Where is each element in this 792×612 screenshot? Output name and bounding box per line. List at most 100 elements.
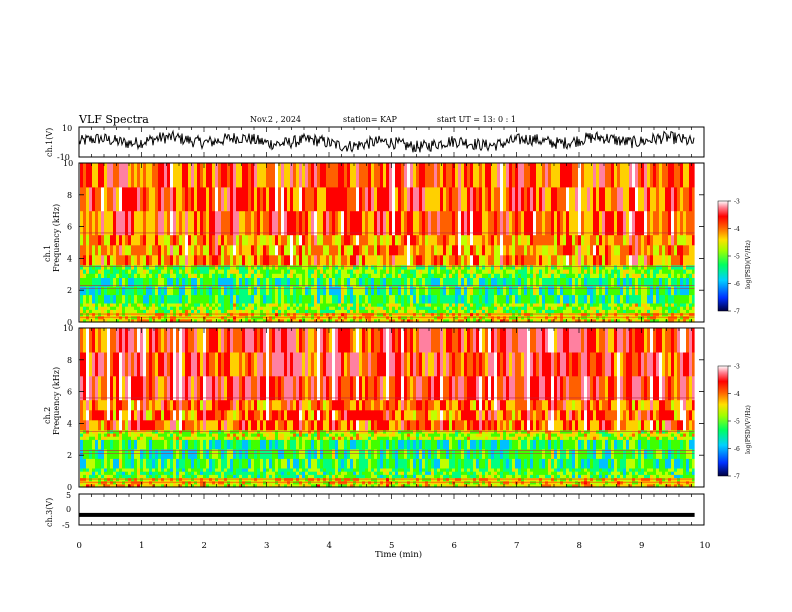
spectrogram-cell: [281, 458, 284, 469]
spectrogram-cell: [377, 302, 380, 307]
spectrogram-cell: [332, 210, 335, 236]
spectrogram-cell: [548, 318, 551, 323]
spectrogram-cell: [89, 318, 92, 323]
spectrogram-cell: [161, 244, 164, 256]
spectrogram-cell: [98, 399, 101, 411]
spectrogram-cell: [233, 399, 236, 411]
spectrogram-cell: [563, 163, 566, 188]
spectrogram-cell: [191, 419, 194, 431]
spectrogram-cell: [209, 163, 212, 188]
spectrogram-cell: [218, 163, 221, 188]
spectrogram-cell: [197, 294, 200, 304]
spectrogram-cell: [479, 286, 482, 296]
spectrogram-cell: [116, 244, 119, 256]
spectrogram-cell: [275, 409, 278, 421]
spectrogram-cell: [587, 286, 590, 296]
spectrogram-cell: [122, 483, 125, 488]
spectrogram-cell: [104, 269, 107, 274]
spectrogram-cell: [500, 186, 503, 212]
spectrogram-cell: [572, 277, 575, 287]
spectrogram-cell: [518, 277, 521, 287]
spectrogram-cell: [170, 309, 173, 314]
spectrogram-cell: [203, 264, 206, 270]
spectrogram-cell: [161, 302, 164, 307]
spectrogram-cell: [332, 286, 335, 296]
spectrogram-cell: [623, 244, 626, 256]
spectrogram-cell: [683, 234, 686, 246]
spectrogram-cell: [119, 273, 122, 278]
spectrogram-cell: [437, 210, 440, 236]
spectrogram-cell: [107, 309, 110, 314]
spectrogram-cell: [98, 471, 101, 475]
spectrogram-cell: [338, 309, 341, 314]
spectrogram-cell: [443, 210, 446, 236]
spectrogram-cell: [590, 302, 593, 307]
spectrogram-cell: [98, 458, 101, 469]
spectrogram-cell: [173, 286, 176, 296]
spectrogram-cell: [206, 399, 209, 411]
spectrogram-cell: [587, 294, 590, 304]
spectrogram-cell: [146, 277, 149, 287]
spectrogram-cell: [605, 210, 608, 236]
spectrogram-cell: [206, 439, 209, 450]
spectrogram-cell: [95, 471, 98, 475]
spectrogram-cell: [206, 306, 209, 310]
spectrogram-cell: [167, 399, 170, 411]
spectrogram-cell: [161, 399, 164, 411]
spectrogram-cell: [401, 264, 404, 270]
spectrogram-cell: [83, 163, 86, 188]
spectrogram-cell: [689, 269, 692, 274]
spectrogram-cell: [188, 467, 191, 472]
spectrogram-cell: [563, 186, 566, 212]
spectrogram-cell: [662, 234, 665, 246]
spectrogram-cell: [473, 318, 476, 323]
spectrogram-cell: [176, 471, 179, 475]
spectrogram-cell: [266, 328, 269, 353]
spectrogram-cell: [659, 318, 662, 323]
spectrogram-cell: [536, 234, 539, 246]
spectrogram-cell: [338, 254, 341, 266]
spectrogram-cell: [419, 210, 422, 236]
spectrogram-cell: [560, 186, 563, 212]
spectrogram-cell: [350, 302, 353, 307]
spectrogram-cell: [293, 277, 296, 287]
spectrogram-cell: [209, 328, 212, 353]
spectrogram-cell: [500, 294, 503, 304]
spectrogram-cell: [599, 269, 602, 274]
spectrogram-cell: [500, 234, 503, 246]
spectrogram-cell: [188, 474, 191, 479]
spectrogram-cell: [242, 306, 245, 310]
spectrogram-cell: [455, 286, 458, 296]
spectrogram-cell: [182, 294, 185, 304]
spectrogram-cell: [134, 467, 137, 472]
spectrogram-cell: [689, 244, 692, 256]
spectrogram-cell: [512, 264, 515, 270]
spectrogram-cell: [107, 439, 110, 450]
spectrogram-cell: [407, 306, 410, 310]
spectrogram-cell: [227, 264, 230, 270]
spectrogram-cell: [395, 309, 398, 314]
spectrogram-cell: [485, 210, 488, 236]
spectrogram-cell: [167, 244, 170, 256]
spectrogram-cell: [89, 210, 92, 236]
spectrogram-cell: [236, 467, 239, 472]
spectrogram-cell: [206, 244, 209, 256]
ch1-ytick-top: 10: [62, 124, 72, 133]
spectrogram-cell: [569, 264, 572, 270]
spectrogram-cell: [185, 436, 188, 440]
spectrogram-cell: [395, 294, 398, 304]
spectrogram-cell: [239, 302, 242, 307]
spectrogram-cell: [296, 210, 299, 236]
spectrogram-cell: [374, 273, 377, 278]
spectrogram-cell: [200, 210, 203, 236]
spectrogram-cell: [392, 306, 395, 310]
spectrogram-cell: [320, 163, 323, 188]
spectrogram-cell: [239, 273, 242, 278]
spectrogram-cell: [110, 264, 113, 270]
spectrogram-cell: [197, 318, 200, 323]
spectrogram-cell: [98, 234, 101, 246]
spectrogram-cell: [269, 432, 272, 437]
spectrogram-cell: [269, 328, 272, 353]
spectrogram-cell: [227, 439, 230, 450]
spectrogram-cell: [479, 264, 482, 270]
